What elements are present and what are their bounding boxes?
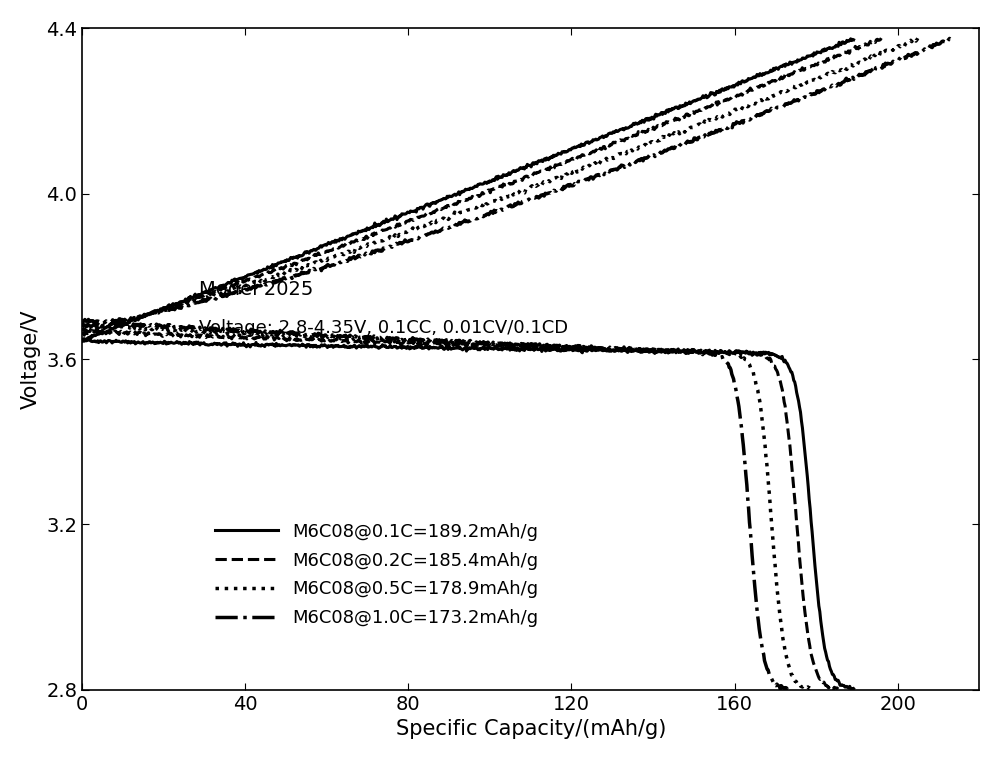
X-axis label: Specific Capacity/(mAh/g): Specific Capacity/(mAh/g) [396,719,666,739]
Text: Voltage: 2.8-4.35V, 0.1CC, 0.01CV/0.1CD: Voltage: 2.8-4.35V, 0.1CC, 0.01CV/0.1CD [199,319,568,337]
Y-axis label: Voltage/V: Voltage/V [21,309,41,409]
Text: Model 2025: Model 2025 [199,280,313,299]
Legend: M6C08@0.1C=189.2mAh/g, M6C08@0.2C=185.4mAh/g, M6C08@0.5C=178.9mAh/g, M6C08@1.0C=: M6C08@0.1C=189.2mAh/g, M6C08@0.2C=185.4m… [208,515,546,635]
